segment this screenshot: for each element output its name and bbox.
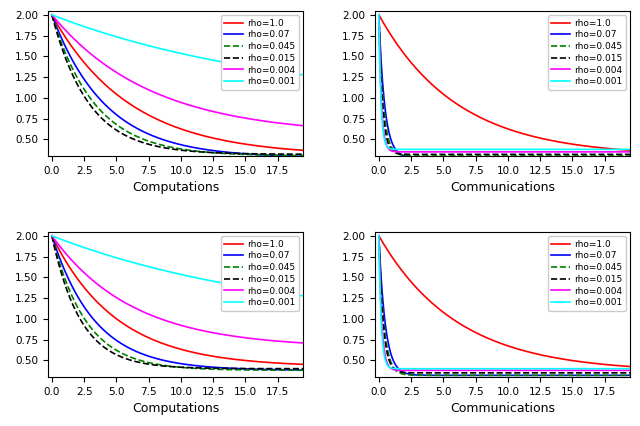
Legend: rho=1.0, rho=0.07, rho=0.045, rho=0.015, rho=0.004, rho=0.001: rho=1.0, rho=0.07, rho=0.045, rho=0.015,… xyxy=(548,236,626,311)
Legend: rho=1.0, rho=0.07, rho=0.045, rho=0.015, rho=0.004, rho=0.001: rho=1.0, rho=0.07, rho=0.045, rho=0.015,… xyxy=(221,236,299,311)
X-axis label: Communications: Communications xyxy=(450,402,555,415)
X-axis label: Communications: Communications xyxy=(450,181,555,194)
X-axis label: Computations: Computations xyxy=(132,181,220,194)
X-axis label: Computations: Computations xyxy=(132,402,220,415)
Legend: rho=1.0, rho=0.07, rho=0.045, rho=0.015, rho=0.004, rho=0.001: rho=1.0, rho=0.07, rho=0.045, rho=0.015,… xyxy=(548,15,626,90)
Legend: rho=1.0, rho=0.07, rho=0.045, rho=0.015, rho=0.004, rho=0.001: rho=1.0, rho=0.07, rho=0.045, rho=0.015,… xyxy=(221,15,299,90)
